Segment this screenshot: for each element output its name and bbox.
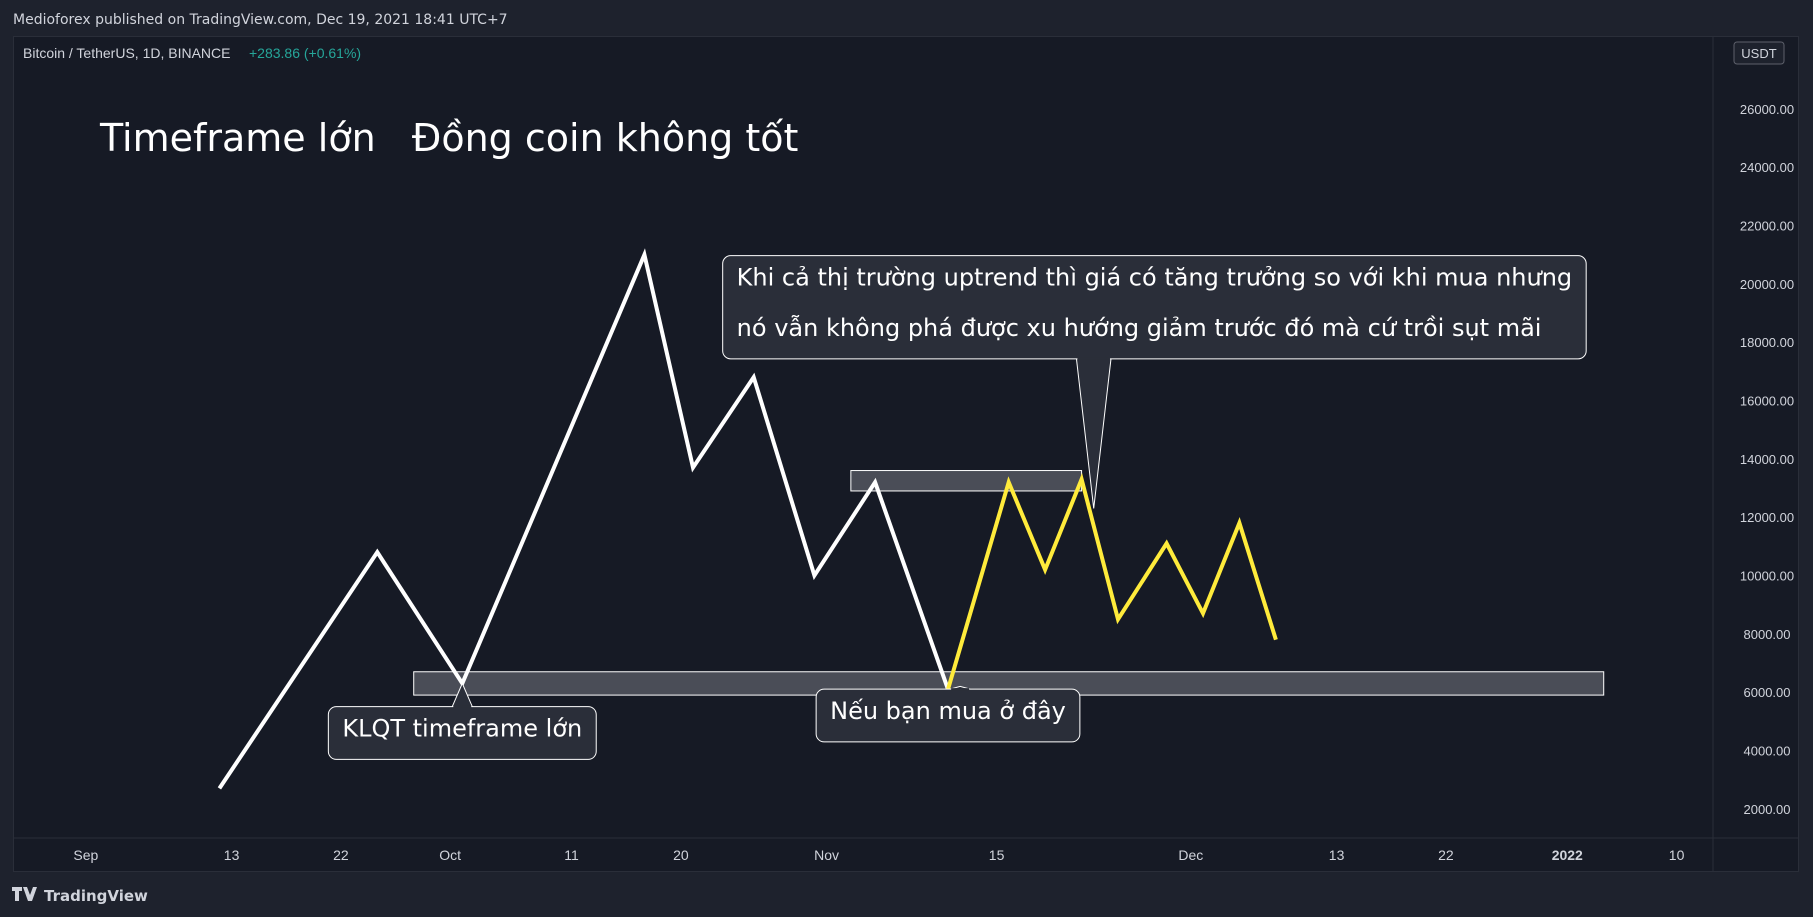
x-tick-label-5: 20 — [673, 847, 689, 863]
x-tick-label-8: Dec — [1178, 847, 1203, 863]
footer[interactable]: TradingView — [12, 884, 148, 908]
x-tick-label-2: 22 — [333, 847, 349, 863]
price-axis[interactable]: 2000.00 4000.00 6000.00 8000.00 10000.00 1200… — [1740, 102, 1794, 817]
lines-layer — [217, 248, 1278, 790]
callouts-layer: KLQT timeframe lớn Nếu bạn mua ở đây Khi c… — [327, 255, 1587, 760]
y-tick-label-11: 24000.00 — [1740, 160, 1794, 175]
y-tick-label-9: 20000.00 — [1740, 277, 1794, 292]
y-tick-label-12: 26000.00 — [1740, 102, 1794, 117]
series-line-0[interactable] — [217, 248, 950, 790]
callout-text-2-0: Khi cả thị trường uptrend thì giá có tăn… — [737, 264, 1573, 292]
y-tick-label-10: 22000.00 — [1740, 219, 1794, 234]
y-tick-label-5: 12000.00 — [1740, 510, 1794, 525]
currency-badge: USDT — [1741, 46, 1776, 61]
footer-brand: TradingView — [44, 887, 148, 905]
x-tick-label-0: Sep — [73, 847, 98, 863]
x-tick-label-1: 13 — [224, 847, 240, 863]
callout-text-2-1: nó vẫn không phá được xu hướng giảm trướ… — [737, 313, 1542, 342]
symbol-change: +283.86 (+0.61%) — [249, 45, 361, 61]
x-tick-label-12: 10 — [1669, 847, 1685, 863]
publish-info-bar: Medioforex published on TradingView.com,… — [0, 0, 1813, 36]
y-tick-label-7: 16000.00 — [1740, 394, 1794, 409]
callout-box-2[interactable] — [722, 255, 1587, 360]
zones-layer — [413, 470, 1605, 696]
chart-title: Timeframe lớn Đồng coin không tốt — [99, 116, 798, 160]
x-tick-label-6: Nov — [814, 847, 839, 863]
x-tick-label-7: 15 — [989, 847, 1005, 863]
symbol-name: Bitcoin / TetherUS, 1D, BINANCE — [23, 45, 230, 61]
x-tick-label-3: Oct — [439, 847, 461, 863]
y-tick-label-6: 14000.00 — [1740, 452, 1794, 467]
zone-rect-1[interactable] — [850, 470, 1083, 492]
y-tick-label-1: 4000.00 — [1744, 744, 1791, 759]
currency-badge-bg[interactable] — [1733, 41, 1785, 65]
publish-info: Medioforex published on TradingView.com,… — [13, 12, 508, 28]
callout-text-0-0: KLQT timeframe lớn — [342, 715, 582, 743]
tradingview-logo-icon — [12, 887, 38, 905]
callout-0[interactable]: KLQT timeframe lớn — [327, 682, 597, 760]
y-tick-label-3: 8000.00 — [1744, 627, 1791, 642]
y-tick-label-2: 6000.00 — [1744, 685, 1791, 700]
y-tick-label-8: 18000.00 — [1740, 335, 1794, 350]
x-tick-label-11: 2022 — [1552, 847, 1583, 863]
x-tick-label-9: 13 — [1329, 847, 1345, 863]
callout-text-1-0: Nếu bạn mua ở đây — [830, 697, 1066, 725]
series-line-1[interactable] — [946, 472, 1278, 690]
y-tick-label-4: 10000.00 — [1740, 569, 1794, 584]
callout-2[interactable]: Khi cả thị trường uptrend thì giá có tăn… — [722, 255, 1587, 509]
callout-box-1[interactable] — [815, 688, 1081, 743]
x-tick-label-10: 22 — [1438, 847, 1454, 863]
callout-1[interactable]: Nếu bạn mua ở đây — [815, 685, 1081, 743]
time-axis[interactable]: Sep 13 22 Oct 11 20 Nov 15 Dec 13 22 2022 10 — [73, 847, 1684, 863]
x-tick-label-4: 11 — [564, 847, 579, 863]
y-tick-label-0: 2000.00 — [1744, 802, 1791, 817]
